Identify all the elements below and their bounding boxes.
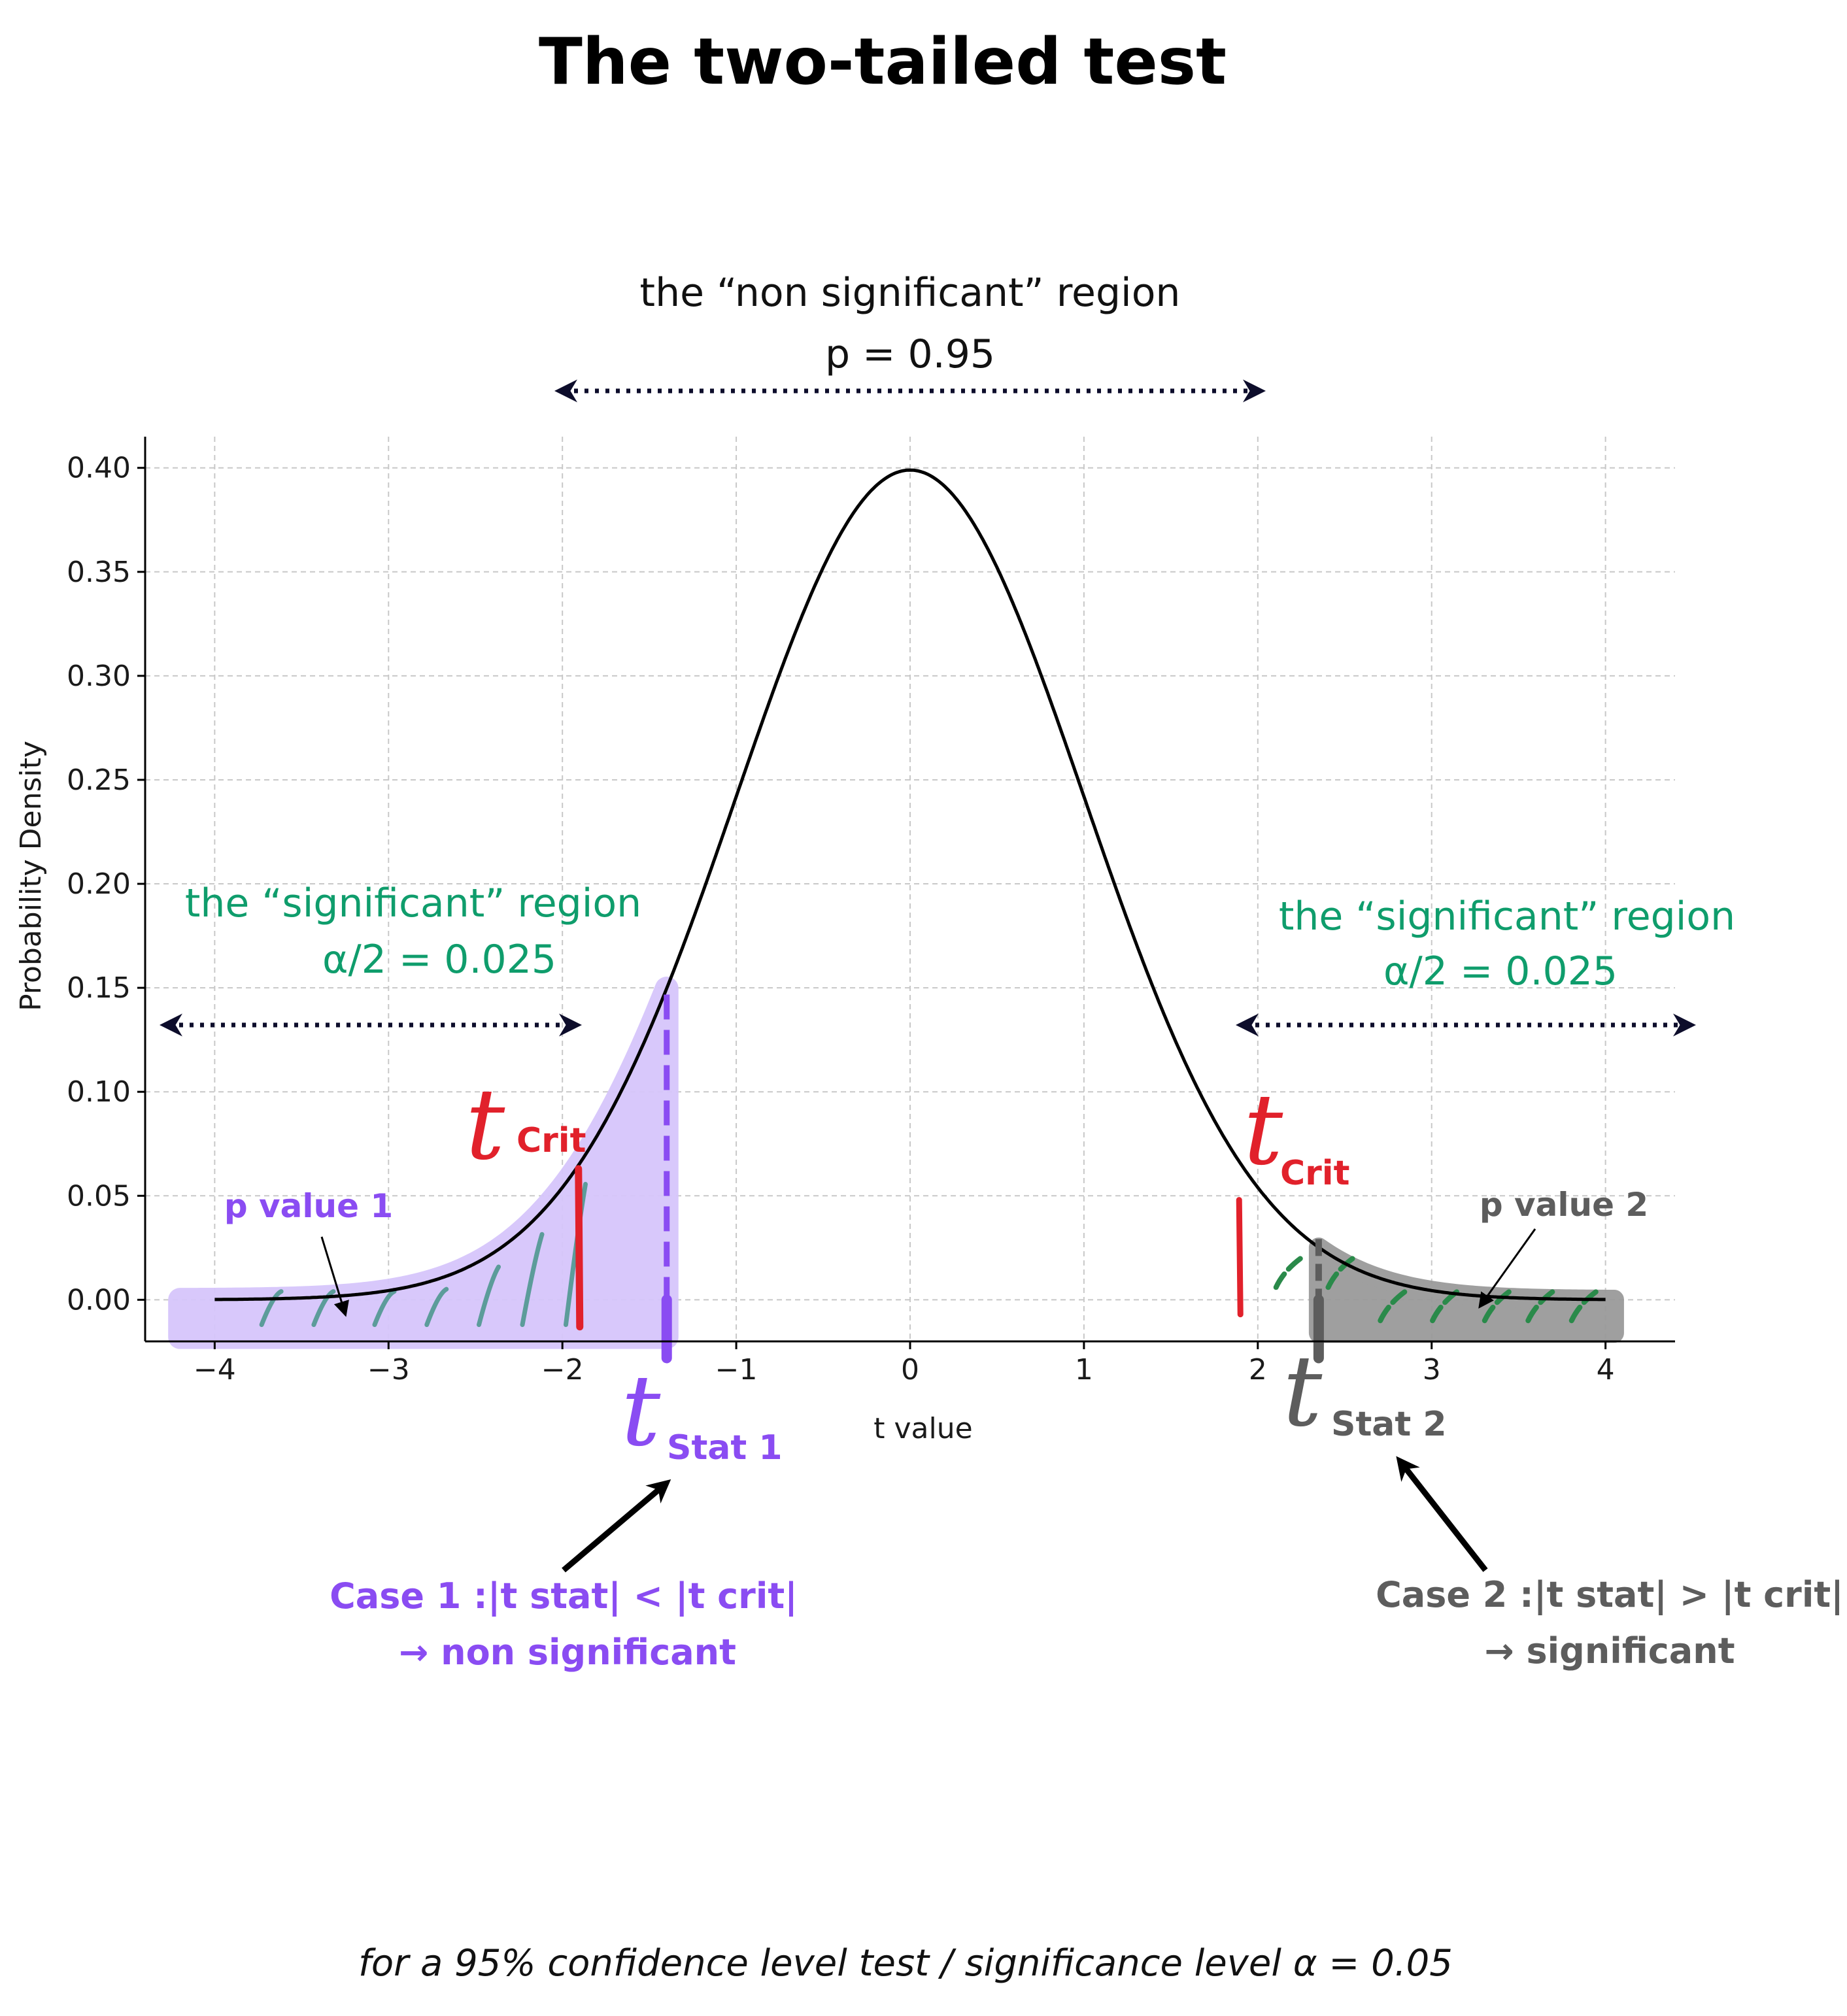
x-tick-label: −1 [715, 1353, 758, 1386]
hatch-stroke-left [372, 1289, 397, 1328]
t-crit-left-letter: t [466, 1068, 505, 1182]
y-tick-label: 0.15 [67, 971, 131, 1005]
t-crit-left-subscript: Crit [517, 1121, 586, 1160]
t-crit-right-mark [1236, 1197, 1244, 1318]
hatch-stroke-left [520, 1232, 545, 1328]
right-alpha-label: α/2 = 0.025 [1383, 949, 1618, 994]
hatch-stroke-right [1378, 1288, 1408, 1324]
hatch-stroke-left [477, 1264, 501, 1328]
y-tick-label: 0.05 [67, 1179, 131, 1213]
x-tick-label: 4 [1597, 1353, 1615, 1386]
axes [137, 437, 1675, 1349]
y-tick-label: 0.25 [67, 764, 131, 797]
left-alpha-label: α/2 = 0.025 [322, 937, 556, 983]
p-value-2-pointer [1478, 1228, 1536, 1309]
x-tick-label: 0 [901, 1353, 919, 1386]
hatch-stroke-right [1273, 1255, 1304, 1290]
hatch-stroke-right [1325, 1255, 1356, 1290]
x-tick-label: 3 [1423, 1353, 1441, 1386]
hatch-stroke-right [1568, 1288, 1599, 1324]
left-significant-label: the “significant” region [185, 881, 641, 926]
p-value-1-label: p value 1 [224, 1187, 393, 1225]
non-significant-p-label: p = 0.95 [825, 331, 995, 377]
hatch-stroke-left [424, 1286, 449, 1328]
x-tick-label: −2 [541, 1353, 584, 1386]
y-tick-label: 0.10 [67, 1075, 131, 1109]
case-1-condition: Case 1 :|t stat| < |t crit| [330, 1575, 798, 1617]
t-stat-2-letter: t [1283, 1335, 1323, 1449]
x-axis-label: t value [873, 1412, 972, 1445]
x-tick-label: −3 [367, 1353, 410, 1386]
t-crit-left-mark [575, 1165, 584, 1331]
t-crit-right-subscript: Crit [1280, 1154, 1350, 1193]
hatch-stroke-right [1525, 1288, 1556, 1324]
x-tick-labels: −4 −3 −2 −1 0 1 2 3 4 [194, 1353, 1615, 1386]
case-1-arrow [562, 1479, 671, 1573]
threshold-marks [575, 994, 1324, 1364]
case-1-result: → non significant [399, 1632, 736, 1673]
y-tick-label: 0.30 [67, 660, 131, 693]
case-2-arrow [1396, 1456, 1488, 1572]
p-value-1-pointer [320, 1236, 349, 1317]
case-2-condition: Case 2 :|t stat| > |t crit| [1376, 1574, 1844, 1615]
footer-note: for a 95% confidence level test / signif… [358, 1942, 1453, 1985]
non-significant-label: the “non significant” region [640, 270, 1181, 316]
right-significant-label: the “significant” region [1279, 894, 1735, 939]
density-curve [214, 468, 1606, 1302]
hatch-stroke-right [1482, 1288, 1512, 1324]
case-2-result: → significant [1484, 1630, 1735, 1672]
t-stat-1-subscript: Stat 1 [667, 1428, 783, 1468]
y-tick-label: 0.35 [67, 556, 131, 589]
hatch-stroke-left [259, 1289, 284, 1328]
t-stat-1-letter: t [621, 1354, 661, 1468]
hatch-stroke-left [311, 1289, 336, 1328]
density-curve-layer [214, 468, 1606, 1302]
y-tick-label: 0.40 [67, 452, 131, 485]
grid [145, 437, 1675, 1341]
y-tick-label: 0.20 [67, 867, 131, 901]
t-crit-right-letter: t [1244, 1073, 1283, 1187]
x-tick-label: 2 [1249, 1353, 1267, 1386]
y-axis-label: Probability Density [14, 741, 48, 1011]
t-stat-2-subscript: Stat 2 [1331, 1405, 1447, 1444]
x-tick-label: 1 [1075, 1353, 1093, 1386]
p-value-2-label: p value 2 [1480, 1186, 1648, 1224]
x-tick-label: −4 [194, 1353, 236, 1386]
chart-title: The two-tailed test [539, 25, 1227, 99]
y-tick-labels: 0.00 0.05 0.10 0.15 0.20 0.25 0.30 0.35 0.40 [67, 452, 131, 1317]
y-tick-label: 0.00 [67, 1283, 131, 1317]
